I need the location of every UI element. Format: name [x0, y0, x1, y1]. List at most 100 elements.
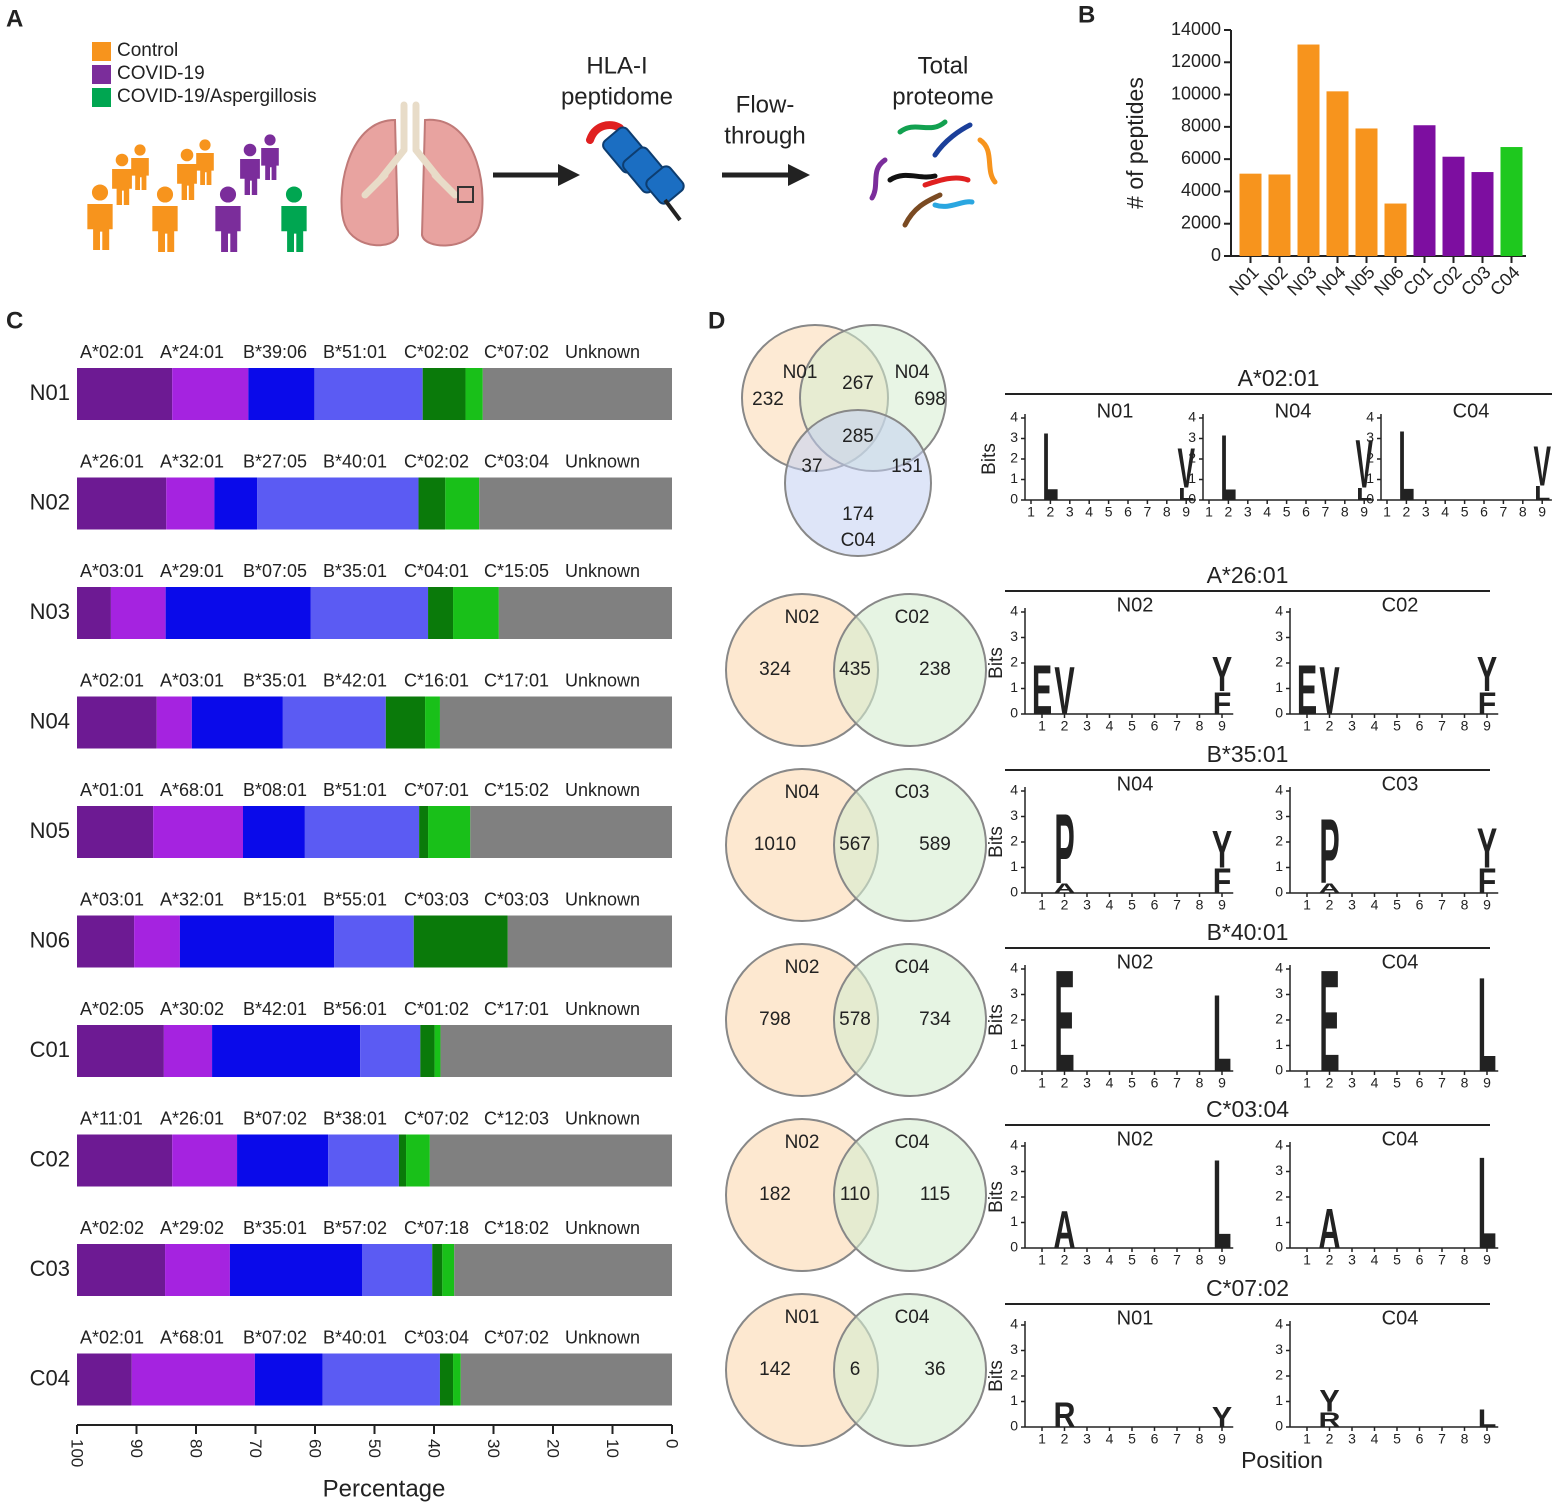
x-tick-label: 9 [1218, 1431, 1226, 1447]
step-label: through [724, 122, 805, 149]
logo-sample-label: N01 [1117, 1307, 1154, 1329]
x-tick-label: 4 [1106, 718, 1114, 734]
x-tick-label: 5 [1393, 1431, 1401, 1447]
x-tick-label: 7 [1438, 897, 1446, 913]
x-tick-label: 80 [187, 1439, 206, 1458]
bar-segment [254, 1353, 323, 1406]
x-tick-label: 7 [1173, 718, 1181, 734]
bar-segment [77, 1353, 132, 1406]
allele-label: B*08:01 [243, 780, 307, 800]
x-tick-label: 1 [1038, 1431, 1046, 1447]
bar-segment [214, 477, 258, 530]
allele-label: A*24:01 [160, 342, 224, 362]
allele-label: C*07:01 [404, 780, 469, 800]
y-tick-label: 4 [1010, 409, 1018, 425]
x-tick-label: 4 [1263, 504, 1271, 520]
person-icon [219, 186, 237, 203]
person-icon [91, 184, 109, 201]
allele-label: Unknown [565, 1327, 640, 1347]
bar-segment [482, 368, 672, 420]
logo-letter: L [1213, 1132, 1232, 1275]
logo-letter: E [1032, 650, 1052, 729]
logo-letter: Y [1477, 646, 1497, 701]
bar [1471, 172, 1494, 256]
person-icon [177, 164, 197, 200]
x-tick-label: 8 [1163, 504, 1171, 520]
y-tick-label: 12000 [1171, 51, 1221, 71]
logo-letter: E [1054, 941, 1074, 1103]
x-tick-label: 8 [1519, 504, 1527, 520]
venn-count: 238 [919, 659, 951, 680]
venn-set-label: N04 [785, 782, 820, 803]
bar-segment [425, 696, 440, 749]
x-tick-label: 9 [1483, 1075, 1491, 1091]
venn-circle [833, 1118, 987, 1272]
x-tick-label: 5 [1128, 1431, 1136, 1447]
allele-label: B*51:01 [323, 342, 387, 362]
person-icon [281, 206, 307, 252]
x-tick-label: 6 [1416, 1431, 1424, 1447]
bar-segment [77, 1244, 166, 1296]
row-label: C03 [30, 1256, 70, 1281]
bar-segment [470, 806, 672, 858]
bar-segment [406, 1134, 430, 1187]
x-tick-label: 1 [1303, 1252, 1311, 1268]
venn-set-label: C04 [895, 1307, 930, 1328]
allele-label: C*03:03 [404, 889, 469, 909]
row-label: N02 [30, 489, 70, 514]
venn-set-label: C04 [841, 530, 876, 551]
x-tick-label: 5 [1393, 897, 1401, 913]
bar-segment [248, 368, 315, 420]
y-tick-label: 0 [1275, 1239, 1283, 1255]
x-tick-label: 7 [1438, 1252, 1446, 1268]
person-icon [261, 148, 279, 180]
x-tick-label: 40 [425, 1439, 444, 1458]
venn-circle [784, 409, 932, 557]
y-axis-title: Bits [986, 1181, 1007, 1213]
y-tick-label: 2 [1010, 1188, 1018, 1204]
x-tick-label: 6 [1416, 1252, 1424, 1268]
x-tick-label: 3 [1348, 1431, 1356, 1447]
x-tick-label: 9 [1483, 718, 1491, 734]
allele-label: B*40:01 [323, 451, 387, 471]
x-tick-label: 1 [1383, 504, 1391, 520]
logo-letter: A [1319, 881, 1341, 897]
step-label: proteome [892, 83, 993, 110]
y-tick-label: 6000 [1181, 148, 1221, 168]
y-tick-label: 0 [1188, 491, 1196, 507]
venn-count: 151 [891, 456, 923, 477]
allele-label: A*03:01 [160, 670, 224, 690]
logo-letter: F [1213, 861, 1232, 901]
x-tick-label: 4 [1371, 1252, 1379, 1268]
x-tick-label: 9 [1218, 718, 1226, 734]
y-tick-label: 4 [1010, 960, 1018, 976]
allele-label: C*02:02 [404, 342, 469, 362]
x-tick-label: N05 [1341, 262, 1378, 299]
person-icon [264, 134, 276, 146]
y-axis-title: Bits [979, 443, 1000, 475]
bar-segment [418, 477, 446, 530]
bar-segment [328, 1134, 399, 1187]
x-tick-label: 2 [1326, 1252, 1334, 1268]
y-tick-label: 3 [1188, 429, 1196, 445]
logo-title: B*35:01 [1207, 741, 1289, 767]
x-tick-label: 2 [1061, 1431, 1069, 1447]
x-tick-label: 3 [1348, 1252, 1356, 1268]
x-tick-label: 4 [1371, 897, 1379, 913]
y-tick-label: 4 [1010, 1137, 1018, 1153]
y-tick-label: 2 [1010, 1367, 1018, 1383]
allele-label: Unknown [565, 780, 640, 800]
logo-letter: E [1297, 650, 1317, 729]
venn-circle [833, 768, 987, 922]
y-tick-label: 2 [1275, 654, 1283, 670]
venn-set-label: N01 [785, 1307, 820, 1328]
x-tick-label: 9 [1182, 504, 1190, 520]
bar-segment [77, 696, 157, 749]
y-tick-label: 2 [1188, 450, 1196, 466]
x-tick-label: 9 [1218, 897, 1226, 913]
y-tick-label: 4 [1275, 1137, 1283, 1153]
bar-segment [334, 915, 414, 968]
logo-letter: Y [1212, 1402, 1233, 1434]
y-tick-label: 2 [1010, 450, 1018, 466]
logo-letter: V [1355, 426, 1373, 503]
